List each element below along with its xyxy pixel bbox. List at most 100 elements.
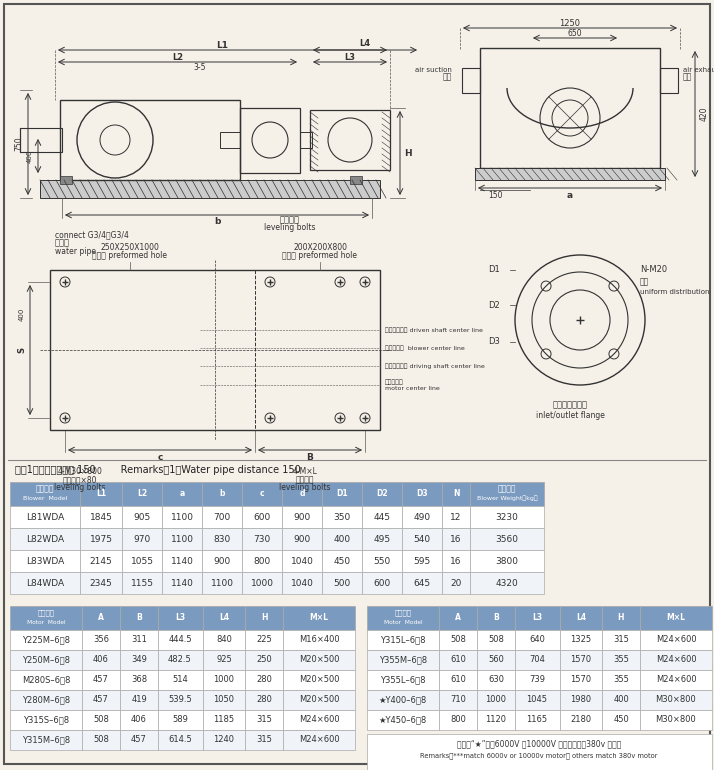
Bar <box>322 506 362 528</box>
Text: 预留孔 preformed hole: 预留孔 preformed hole <box>283 252 358 260</box>
Text: 800: 800 <box>253 557 271 565</box>
Bar <box>202 550 242 572</box>
Bar <box>82 606 120 630</box>
Text: Y355L–6，8: Y355L–6，8 <box>381 675 426 685</box>
Text: M20×500: M20×500 <box>298 675 339 685</box>
Bar <box>640 710 712 730</box>
Text: 4-M×L: 4-M×L <box>293 467 318 477</box>
Bar <box>122 550 162 572</box>
Bar <box>560 606 602 630</box>
Text: L3: L3 <box>344 52 356 62</box>
Text: 406: 406 <box>93 655 109 665</box>
Bar <box>560 710 602 730</box>
Text: 1120: 1120 <box>486 715 506 725</box>
Bar <box>242 482 282 506</box>
Bar <box>162 506 202 528</box>
Bar <box>515 690 560 710</box>
Bar <box>515 710 560 730</box>
Bar <box>439 606 477 630</box>
Text: 20: 20 <box>451 578 462 588</box>
Text: 均布: 均布 <box>640 277 649 286</box>
Bar <box>402 482 442 506</box>
Bar <box>10 482 80 506</box>
Bar <box>602 670 640 690</box>
Bar <box>158 606 203 630</box>
Text: 主机重量: 主机重量 <box>498 484 516 494</box>
Text: 风机型号: 风机型号 <box>36 484 54 494</box>
Text: 输水管: 输水管 <box>55 239 70 247</box>
Bar <box>80 506 122 528</box>
Bar <box>80 528 122 550</box>
Text: L83WDA: L83WDA <box>26 557 64 565</box>
Text: 508: 508 <box>488 635 504 644</box>
Bar <box>470 572 544 594</box>
Text: 750: 750 <box>14 137 24 152</box>
Text: 350: 350 <box>333 513 351 521</box>
Bar <box>82 710 120 730</box>
Text: 539.5: 539.5 <box>168 695 192 705</box>
Bar <box>60 176 72 184</box>
Text: 1240: 1240 <box>213 735 234 745</box>
Bar <box>162 572 202 594</box>
Bar <box>362 572 402 594</box>
Text: uniform distribution: uniform distribution <box>640 289 710 295</box>
Text: 315: 315 <box>256 735 272 745</box>
Text: Blower Weight（kg）: Blower Weight（kg） <box>477 495 538 500</box>
Text: 1000: 1000 <box>486 695 506 705</box>
Bar <box>367 734 712 770</box>
Text: 508: 508 <box>93 735 109 745</box>
Bar <box>310 110 390 170</box>
Text: 12: 12 <box>451 513 462 521</box>
Text: B: B <box>136 614 142 622</box>
Text: 406: 406 <box>131 715 147 725</box>
Text: Y355M–6，8: Y355M–6，8 <box>379 655 427 665</box>
Bar <box>283 630 355 650</box>
Text: Y225M–6，8: Y225M–6，8 <box>22 635 70 644</box>
Text: 610: 610 <box>450 655 466 665</box>
Bar <box>80 572 122 594</box>
Text: 1570: 1570 <box>570 675 592 685</box>
Text: 电机型号: 电机型号 <box>38 610 54 616</box>
Text: 预留孔 preformed hole: 预留孔 preformed hole <box>93 252 168 260</box>
Bar <box>283 710 355 730</box>
Text: L1: L1 <box>216 41 228 49</box>
Text: L1: L1 <box>96 490 106 498</box>
Text: M20×500: M20×500 <box>298 695 339 705</box>
Text: 200X200X800: 200X200X800 <box>293 243 347 253</box>
Text: 560: 560 <box>488 655 504 665</box>
Text: L4: L4 <box>359 39 371 49</box>
Text: A: A <box>98 614 104 622</box>
Text: 311: 311 <box>131 635 147 644</box>
Bar <box>50 270 380 430</box>
Text: H: H <box>261 614 267 622</box>
Bar <box>282 528 322 550</box>
Text: ★Y450–6，8: ★Y450–6，8 <box>379 715 427 725</box>
Bar <box>202 572 242 594</box>
Text: 500: 500 <box>333 578 351 588</box>
Bar <box>80 550 122 572</box>
Text: 280: 280 <box>256 695 272 705</box>
Bar <box>442 572 470 594</box>
Text: 315: 315 <box>613 635 629 644</box>
Text: M24×600: M24×600 <box>655 635 696 644</box>
Bar <box>402 506 442 528</box>
Text: 注：带“★”选用6000V 或10000V 电机，其余为380v 电机。: 注：带“★”选用6000V 或10000V 电机，其余为380v 电机。 <box>457 739 621 748</box>
Text: 3230: 3230 <box>496 513 518 521</box>
Text: 1040: 1040 <box>291 557 313 565</box>
Text: 1570: 1570 <box>570 655 592 665</box>
Bar <box>602 650 640 670</box>
Bar <box>560 650 602 670</box>
Text: M20×500: M20×500 <box>298 655 339 665</box>
Text: 400: 400 <box>333 534 351 544</box>
Bar <box>120 710 158 730</box>
Bar <box>203 670 245 690</box>
Text: 调整垫铁: 调整垫铁 <box>280 216 300 225</box>
Bar <box>158 710 203 730</box>
Text: L81WDA: L81WDA <box>26 513 64 521</box>
Bar <box>462 68 480 93</box>
Bar <box>10 630 82 650</box>
Text: 1140: 1140 <box>171 557 193 565</box>
Bar <box>10 650 82 670</box>
Text: 225: 225 <box>256 635 272 644</box>
Bar <box>470 482 544 506</box>
